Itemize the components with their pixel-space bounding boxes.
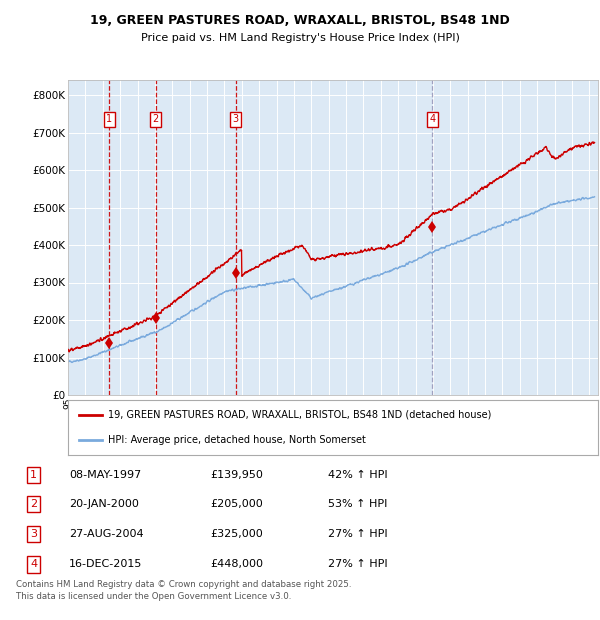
Text: 16-DEC-2015: 16-DEC-2015 — [69, 559, 142, 569]
Text: £325,000: £325,000 — [210, 529, 263, 539]
Text: 08-MAY-1997: 08-MAY-1997 — [69, 470, 141, 480]
Text: £205,000: £205,000 — [210, 499, 263, 509]
Text: 4: 4 — [30, 559, 37, 569]
Text: 1: 1 — [106, 114, 112, 125]
Text: £139,950: £139,950 — [210, 470, 263, 480]
Text: 3: 3 — [30, 529, 37, 539]
Text: Contains HM Land Registry data © Crown copyright and database right 2025.
This d: Contains HM Land Registry data © Crown c… — [16, 580, 352, 601]
Text: 27-AUG-2004: 27-AUG-2004 — [69, 529, 143, 539]
Text: 19, GREEN PASTURES ROAD, WRAXALL, BRISTOL, BS48 1ND (detached house): 19, GREEN PASTURES ROAD, WRAXALL, BRISTO… — [108, 410, 491, 420]
Text: 42% ↑ HPI: 42% ↑ HPI — [328, 470, 387, 480]
Text: 1: 1 — [30, 470, 37, 480]
Text: 2: 2 — [152, 114, 159, 125]
Text: 19, GREEN PASTURES ROAD, WRAXALL, BRISTOL, BS48 1ND: 19, GREEN PASTURES ROAD, WRAXALL, BRISTO… — [90, 14, 510, 27]
Text: £448,000: £448,000 — [210, 559, 263, 569]
Text: HPI: Average price, detached house, North Somerset: HPI: Average price, detached house, Nort… — [108, 435, 365, 445]
Text: 27% ↑ HPI: 27% ↑ HPI — [328, 559, 387, 569]
Text: 3: 3 — [233, 114, 239, 125]
Text: 4: 4 — [429, 114, 435, 125]
Text: 53% ↑ HPI: 53% ↑ HPI — [328, 499, 387, 509]
Text: 2: 2 — [30, 499, 37, 509]
Text: 20-JAN-2000: 20-JAN-2000 — [69, 499, 139, 509]
Text: Price paid vs. HM Land Registry's House Price Index (HPI): Price paid vs. HM Land Registry's House … — [140, 33, 460, 43]
Text: 27% ↑ HPI: 27% ↑ HPI — [328, 529, 387, 539]
